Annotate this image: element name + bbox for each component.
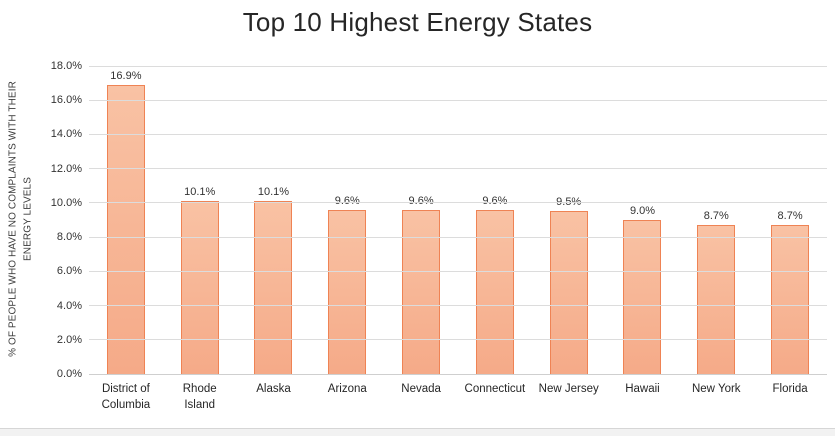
x-axis-label: New York [691, 383, 741, 395]
bar-value-label: 9.6% [408, 194, 434, 207]
y-tick-label: 0.0% [56, 368, 82, 380]
bar-value-label: 9.0% [629, 205, 656, 217]
y-tick-label: 10.0% [50, 196, 82, 209]
x-axis-label: Connecticut [464, 383, 526, 395]
gridline [89, 65, 827, 67]
x-axis-label: Nevada [401, 383, 441, 395]
gridline [89, 305, 827, 307]
bottom-edge-strip [0, 428, 835, 436]
bar-connecticut[interactable] [475, 209, 514, 374]
bar-new-york[interactable] [697, 225, 736, 374]
gridline [89, 202, 827, 204]
bar-rhode-island[interactable] [180, 201, 219, 374]
gridline [89, 99, 827, 101]
bar-slot: 10.1% [163, 66, 237, 374]
gridline [89, 339, 827, 341]
plot-area: 16.9% 10.1% 10.1% 9.6% 9.6% 9.6% 9.5% 9.0% 8.7% 8… [89, 65, 827, 375]
x-axis-label: New Jersey [538, 383, 599, 395]
bar-value-label: 9.6% [482, 194, 508, 207]
bar-slot: 9.6% [458, 66, 532, 374]
bar-slot: 9.0% [606, 66, 680, 374]
y-axis-ticks: 18.0% 16.0% 14.0% 12.0% 10.0% 8.0% 6.0% 4.0% 2.0… [0, 60, 82, 380]
y-tick-label: 6.0% [56, 265, 82, 278]
x-axis-label: Arizona [327, 383, 367, 395]
gridline [89, 133, 827, 135]
gridline [89, 168, 827, 170]
y-tick-label: 2.0% [56, 333, 82, 346]
y-tick-label: 14.0% [50, 128, 82, 141]
bar-value-label: 10.1% [184, 186, 216, 199]
x-axis-label: Alaska [256, 383, 291, 395]
bar-nevada[interactable] [402, 209, 441, 374]
bar-value-label: 16.9% [110, 69, 142, 82]
y-tick-label: 8.0% [56, 231, 82, 244]
chart-title: Top 10 Highest Energy States [242, 7, 593, 37]
y-tick-label: 16.0% [50, 94, 82, 107]
bar-new-jersey[interactable] [549, 211, 588, 374]
x-axis-labels: District of Columbia Rhode Island Alaska Ar… [89, 381, 827, 413]
bar-slot: 8.7% [753, 66, 827, 374]
bar-florida[interactable] [771, 225, 810, 374]
bar-slot: 8.7% [679, 66, 753, 374]
x-axis-line [89, 373, 827, 375]
bar-hawaii[interactable] [623, 220, 662, 374]
x-axis-label: District of Columbia [101, 383, 151, 412]
x-axis-label: Hawaii [625, 383, 660, 395]
bar-value-label: 8.7% [703, 210, 729, 223]
bar-slot: 9.6% [384, 66, 458, 374]
bar-slot: 9.5% [532, 66, 606, 374]
bar-slot: 16.9% [89, 66, 163, 374]
x-axis-label: Florida [772, 383, 808, 395]
bar-value-label: 10.1% [257, 186, 290, 199]
bar-value-label: 9.6% [334, 194, 360, 207]
x-axis-label: Rhode Island [182, 383, 217, 412]
gridline [89, 236, 827, 238]
bar-slot: 10.1% [237, 66, 311, 374]
gridline [89, 270, 827, 272]
bar-slot: 9.6% [310, 66, 384, 374]
bars-row: 16.9% 10.1% 10.1% 9.6% 9.6% 9.6% 9.5% 9.0% 8.7% 8… [89, 66, 827, 374]
bar-value-label: 8.7% [777, 210, 803, 223]
y-tick-label: 4.0% [56, 299, 82, 312]
bar-arizona[interactable] [328, 209, 367, 374]
y-tick-label: 18.0% [50, 60, 82, 72]
bar-alaska[interactable] [254, 201, 293, 374]
bar-district-of-columbia[interactable] [106, 84, 145, 374]
y-tick-label: 12.0% [50, 162, 82, 175]
